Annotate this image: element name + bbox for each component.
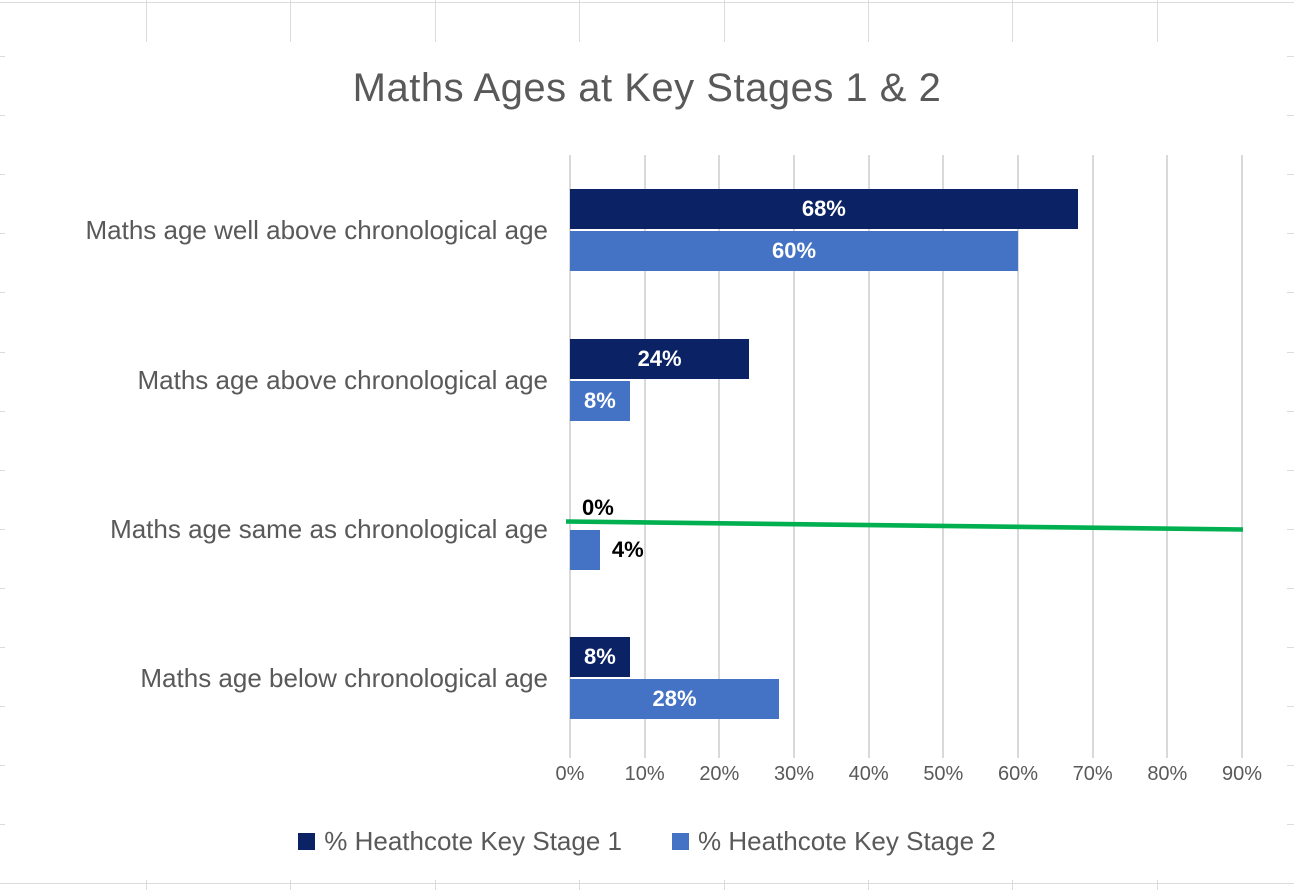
x-tick-label: 40%: [848, 763, 889, 785]
x-tick-label: 10%: [624, 763, 665, 785]
x-tick-label: 50%: [923, 763, 964, 785]
category-label: Maths age below chronological age: [140, 663, 548, 693]
plot-gridline: [942, 155, 945, 758]
sheet-gridline: [0, 883, 1294, 885]
legend-item-key-stage-1: % Heathcote Key Stage 1: [298, 826, 622, 857]
plot-gridline: [1091, 155, 1094, 758]
category-label: Maths age above chronological age: [137, 365, 548, 395]
x-tick-label: 90%: [1221, 763, 1263, 785]
bar-series-2-cat-2: 8%: [570, 381, 630, 421]
data-label: 24%: [637, 346, 682, 371]
bar-series-1-cat-4: 8%: [570, 637, 630, 677]
legend: % Heathcote Key Stage 1 % Heathcote Key …: [0, 826, 1294, 857]
legend-marker-key-stage-2: [672, 833, 689, 850]
data-label: 8%: [583, 388, 616, 413]
plot-gridline: [718, 155, 721, 758]
data-label: 28%: [652, 686, 697, 711]
bar-series-2-cat-4: 28%: [570, 679, 780, 719]
data-label: 0%: [582, 495, 614, 520]
plot-gridline: [867, 155, 870, 758]
legend-label-key-stage-2: % Heathcote Key Stage 2: [698, 826, 996, 856]
plot-gridline: [643, 155, 646, 758]
bar-series-2-cat-1: 60%: [570, 231, 1018, 271]
bar-series-1-cat-2: 24%: [570, 339, 750, 379]
data-label: 8%: [583, 644, 616, 669]
data-label: 60%: [771, 238, 817, 263]
chart-title: Maths Ages at Key Stages 1 & 2: [352, 66, 942, 110]
legend-label-key-stage-1: % Heathcote Key Stage 1: [324, 826, 622, 856]
bar-series-1-cat-1: 68%: [570, 189, 1078, 229]
plot-gridline: [569, 155, 571, 758]
legend-marker-key-stage-1: [298, 833, 316, 850]
sheet-gridline: [0, 2, 1294, 3]
x-tick-label: 30%: [773, 763, 815, 785]
category-label: Maths age same as chronological age: [110, 514, 548, 544]
legend-item-key-stage-2: % Heathcote Key Stage 2: [672, 826, 996, 857]
plot-gridline: [1166, 155, 1169, 758]
x-tick-label: 70%: [1072, 763, 1113, 785]
x-tick-label: 60%: [997, 763, 1039, 785]
data-label: 4%: [611, 537, 644, 562]
bar-series-2-cat-3: [570, 530, 600, 570]
plot-gridline: [1241, 155, 1243, 758]
x-tick-label: 80%: [1147, 763, 1188, 785]
x-tick-label: 20%: [699, 763, 740, 785]
plot-gridline: [793, 155, 795, 758]
x-tick-label: 0%: [555, 763, 585, 785]
plot-gridline: [1017, 155, 1019, 758]
data-label: 68%: [801, 196, 846, 221]
chart-area: [5, 42, 1287, 880]
category-label: Maths age well above chronological age: [85, 215, 548, 245]
